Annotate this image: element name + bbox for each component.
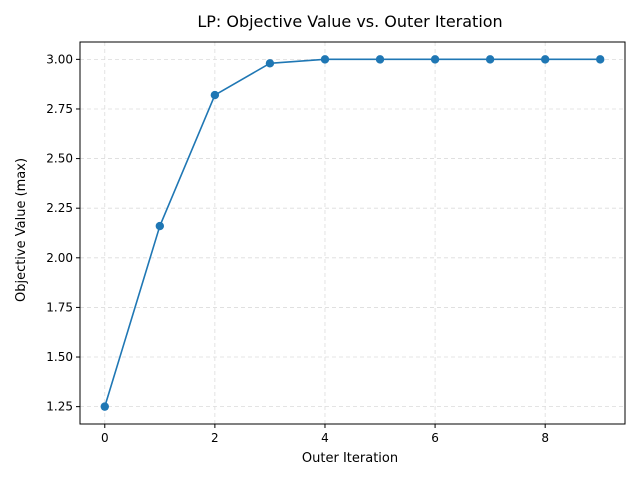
data-points <box>100 55 605 411</box>
series-lines <box>103 58 602 408</box>
data-point-marker <box>265 59 275 68</box>
data-point-marker <box>320 55 330 64</box>
y-tick-label: 2.75 <box>46 102 73 116</box>
y-axis-ticks: 1.25 1.50 1.75 2.00 2.25 2.50 2.75 3.00 <box>46 52 80 414</box>
series-line <box>103 58 602 408</box>
y-tick-label: 2.00 <box>46 251 73 265</box>
x-axis-ticks: 0 2 4 6 8 <box>101 424 549 445</box>
data-point-marker <box>596 55 605 64</box>
y-tick-label: 2.25 <box>46 201 73 215</box>
x-tick-label: 2 <box>211 431 219 445</box>
data-point-marker <box>210 90 220 100</box>
y-tick-label: 1.50 <box>46 350 73 364</box>
data-point-marker <box>430 55 440 64</box>
y-axis-label: Objective Value (max) <box>14 158 29 302</box>
chart-title: LP: Objective Value vs. Outer Iteration <box>197 12 502 31</box>
y-tick-label: 3.00 <box>46 52 73 66</box>
plot-area-frame <box>79 41 626 425</box>
data-point-marker <box>375 55 385 64</box>
y-tick-label: 1.75 <box>46 300 73 314</box>
x-tick-label: 6 <box>431 431 439 445</box>
x-axis-label: Outer Iteration <box>302 451 398 466</box>
y-tick-label: 1.25 <box>46 400 73 414</box>
x-tick-label: 0 <box>101 431 109 445</box>
data-point-marker <box>100 402 109 411</box>
x-tick-label: 4 <box>321 431 329 445</box>
data-point-marker <box>540 55 550 64</box>
x-tick-label: 8 <box>541 431 549 445</box>
grid-lines <box>80 42 625 424</box>
data-point-marker <box>485 55 495 64</box>
data-point-marker <box>155 221 165 231</box>
y-tick-label: 2.50 <box>46 152 73 166</box>
